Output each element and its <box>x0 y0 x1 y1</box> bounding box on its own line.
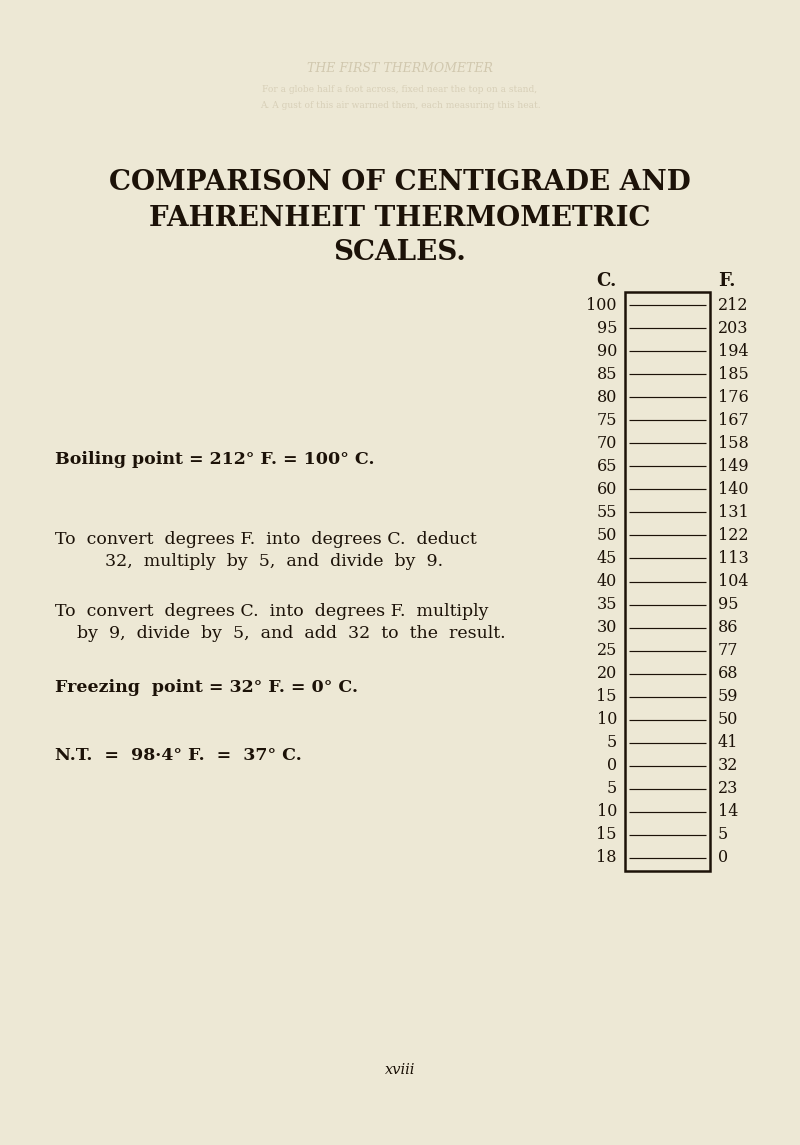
Text: 5: 5 <box>606 734 617 751</box>
Text: 40: 40 <box>597 572 617 590</box>
Text: 140: 140 <box>718 481 749 498</box>
Text: 185: 185 <box>718 365 749 382</box>
Text: 85: 85 <box>597 365 617 382</box>
Text: 15: 15 <box>597 827 617 844</box>
Text: 35: 35 <box>597 597 617 613</box>
Text: 80: 80 <box>597 388 617 405</box>
Text: 0: 0 <box>607 757 617 774</box>
Text: 10: 10 <box>597 711 617 728</box>
Text: 60: 60 <box>597 481 617 498</box>
Text: 95: 95 <box>718 597 738 613</box>
Text: 25: 25 <box>597 642 617 660</box>
Text: 59: 59 <box>718 688 738 705</box>
Text: Freezing  point = 32° F. = 0° C.: Freezing point = 32° F. = 0° C. <box>55 679 358 696</box>
Text: 131: 131 <box>718 504 749 521</box>
Text: Boiling point = 212° F. = 100° C.: Boiling point = 212° F. = 100° C. <box>55 451 374 468</box>
Text: 10: 10 <box>597 804 617 821</box>
Text: FAHRENHEIT THERMOMETRIC: FAHRENHEIT THERMOMETRIC <box>150 205 650 231</box>
Text: 86: 86 <box>718 619 738 637</box>
Text: 70: 70 <box>597 435 617 452</box>
Text: by  9,  divide  by  5,  and  add  32  to  the  result.: by 9, divide by 5, and add 32 to the res… <box>77 625 506 642</box>
Text: SCALES.: SCALES. <box>334 239 466 267</box>
Text: 32,  multiply  by  5,  and  divide  by  9.: 32, multiply by 5, and divide by 9. <box>105 553 443 570</box>
Text: 122: 122 <box>718 527 749 544</box>
Text: 104: 104 <box>718 572 749 590</box>
Text: 95: 95 <box>597 319 617 337</box>
Text: 65: 65 <box>597 458 617 475</box>
Text: THE FIRST THERMOMETER: THE FIRST THERMOMETER <box>307 62 493 74</box>
Text: 32: 32 <box>718 757 738 774</box>
Text: 167: 167 <box>718 412 749 428</box>
Text: A. A gust of this air warmed them, each measuring this heat.: A. A gust of this air warmed them, each … <box>260 101 540 110</box>
Text: F.: F. <box>718 273 735 291</box>
Text: 14: 14 <box>718 804 738 821</box>
Text: 23: 23 <box>718 781 738 797</box>
Text: 50: 50 <box>597 527 617 544</box>
Text: 176: 176 <box>718 388 749 405</box>
Text: For a globe half a foot across, fixed near the top on a stand,: For a globe half a foot across, fixed ne… <box>262 86 538 95</box>
Text: 55: 55 <box>597 504 617 521</box>
Text: 68: 68 <box>718 665 738 682</box>
Text: 5: 5 <box>606 781 617 797</box>
Text: N.T.  =  98·4° F.  =  37° C.: N.T. = 98·4° F. = 37° C. <box>55 747 302 764</box>
Text: 0: 0 <box>718 850 728 867</box>
Text: 5: 5 <box>718 827 728 844</box>
Text: 18: 18 <box>597 850 617 867</box>
Text: 149: 149 <box>718 458 749 475</box>
Text: 45: 45 <box>597 550 617 567</box>
Text: 100: 100 <box>586 297 617 314</box>
Text: To  convert  degrees F.  into  degrees C.  deduct: To convert degrees F. into degrees C. de… <box>55 531 477 548</box>
Text: 113: 113 <box>718 550 749 567</box>
Text: 194: 194 <box>718 342 749 360</box>
Text: xviii: xviii <box>385 1063 415 1077</box>
Text: 75: 75 <box>597 412 617 428</box>
Text: 50: 50 <box>718 711 738 728</box>
Text: To  convert  degrees C.  into  degrees F.  multiply: To convert degrees C. into degrees F. mu… <box>55 603 489 621</box>
Text: 203: 203 <box>718 319 749 337</box>
Text: 41: 41 <box>718 734 738 751</box>
Text: 158: 158 <box>718 435 749 452</box>
Text: 15: 15 <box>597 688 617 705</box>
Text: 90: 90 <box>597 342 617 360</box>
Text: 30: 30 <box>597 619 617 637</box>
Text: COMPARISON OF CENTIGRADE AND: COMPARISON OF CENTIGRADE AND <box>109 169 691 197</box>
Text: 20: 20 <box>597 665 617 682</box>
Text: 77: 77 <box>718 642 738 660</box>
Bar <box>625 292 710 870</box>
Text: 212: 212 <box>718 297 749 314</box>
Text: C.: C. <box>597 273 617 291</box>
